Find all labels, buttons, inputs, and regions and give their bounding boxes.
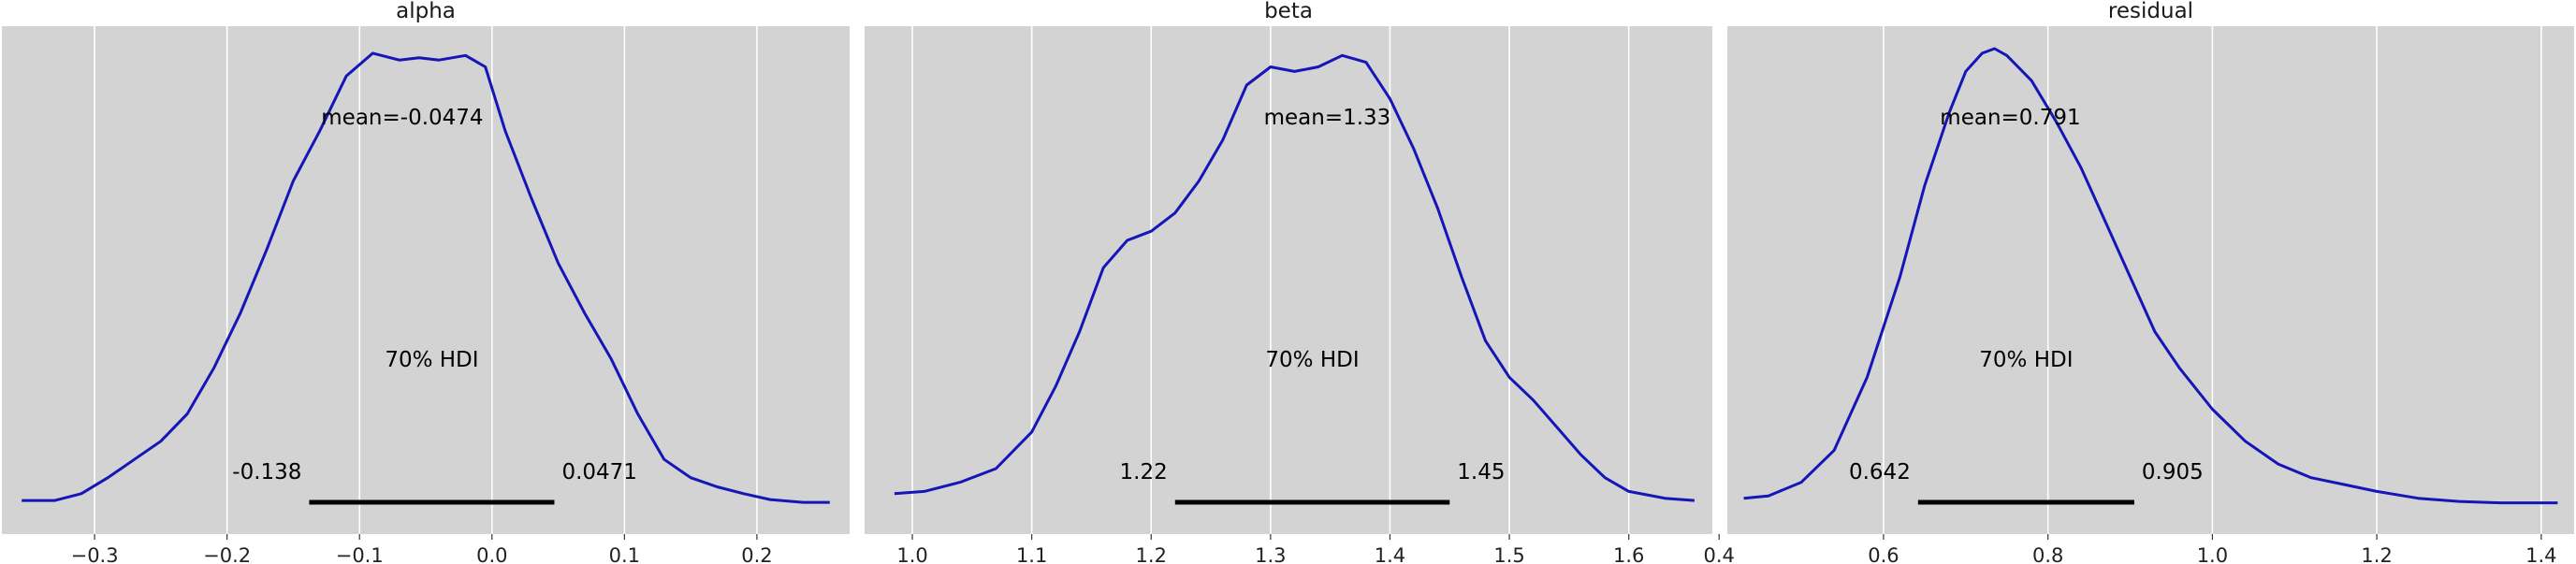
x-tick-label: 1.0: [896, 544, 927, 564]
density-curve: [1743, 47, 2558, 505]
x-tick-label: 1.1: [1016, 544, 1047, 564]
plot-background: [1727, 26, 2574, 534]
x-tick-label: 1.3: [1255, 544, 1286, 564]
x-tick-label: 0.0: [476, 544, 507, 564]
hdi-label: 70% HDI: [385, 348, 478, 372]
panel-alpha: −0.3 −0.2 −0.1 0.0 0.1 0.2 alpha mean=-0.0474 70…: [2, 0, 850, 564]
x-tick-label: 1.0: [2197, 544, 2228, 564]
x-tick-label: 0.1: [609, 544, 640, 564]
x-tick-label: 0.6: [1868, 544, 1899, 564]
hdi-label: 70% HDI: [1265, 348, 1359, 372]
hdi-upper-label: 0.0471: [561, 460, 636, 484]
x-tick-label: −0.2: [203, 544, 251, 564]
panel-title: residual: [2108, 0, 2193, 23]
plot-background: [865, 26, 1712, 534]
hdi-upper-label: 0.905: [2142, 460, 2204, 484]
hdi-lower-label: 1.22: [1120, 460, 1168, 484]
density-curve: [22, 51, 830, 504]
density-curve: [894, 53, 1696, 502]
x-tick-label: 1.4: [2525, 544, 2556, 564]
hdi-label: 70% HDI: [1979, 348, 2073, 372]
mean-label: mean=-0.0474: [321, 106, 483, 130]
panel-beta: 1.0 1.1 1.2 1.3 1.4 1.5 1.6 beta mean=1.33 70% HD…: [865, 0, 1712, 564]
x-tick-label: 1.4: [1375, 544, 1405, 564]
x-tick-label: −0.1: [336, 544, 384, 564]
x-tick-label: 0.8: [2032, 544, 2063, 564]
x-tick-label: 1.2: [1136, 544, 1167, 564]
hdi-lower-label: 0.642: [1849, 460, 1911, 484]
plot-background: [2, 26, 850, 534]
x-tick-label: 0.2: [741, 544, 772, 564]
hdi-lower-label: -0.138: [232, 460, 301, 484]
x-tick-label: 1.6: [1613, 544, 1644, 564]
x-tick-label: 1.5: [1493, 544, 1524, 564]
hdi-upper-label: 1.45: [1457, 460, 1505, 484]
panel-residual: 0.4 0.6 0.8 1.0 1.2 1.4 residual mean=0.791 70% …: [1704, 0, 2574, 564]
panel-title: beta: [1264, 0, 1313, 23]
x-tick-label: −0.3: [71, 544, 119, 564]
mean-label: mean=0.791: [1940, 106, 2080, 130]
mean-label: mean=1.33: [1264, 106, 1391, 130]
x-tick-label: 0.4: [1704, 544, 1735, 564]
panel-title: alpha: [396, 0, 456, 23]
x-tick-label: 1.2: [2361, 544, 2392, 564]
